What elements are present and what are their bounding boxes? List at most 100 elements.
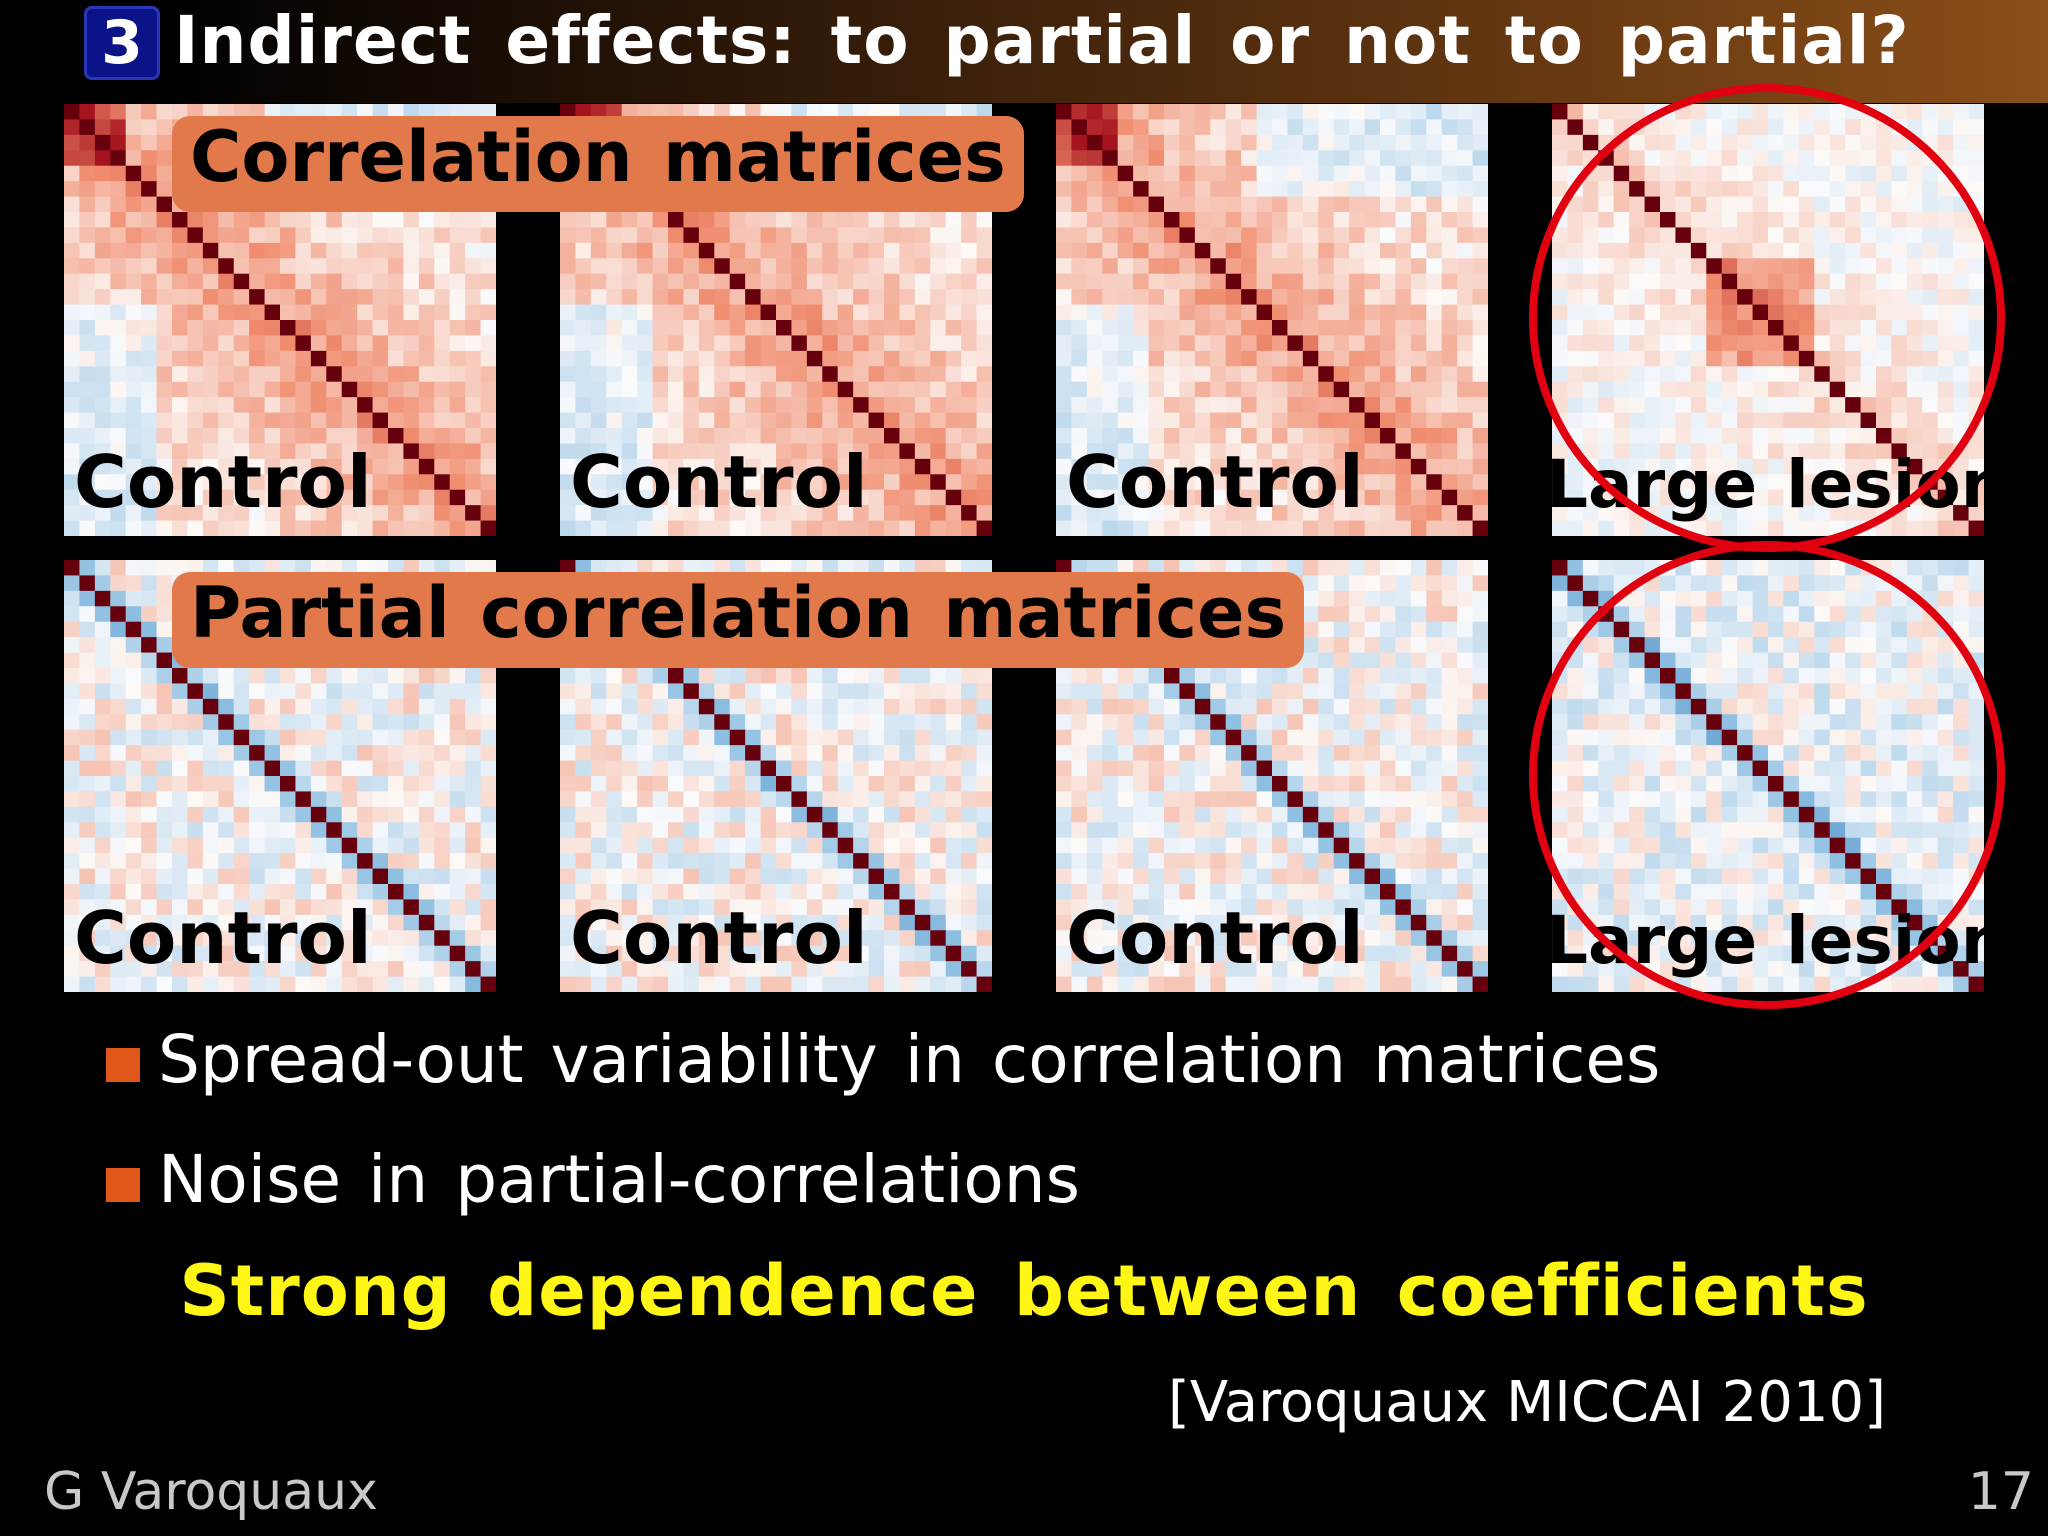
matrix-cell	[976, 760, 992, 777]
matrix-cell	[1798, 381, 1815, 398]
matrix-cell	[945, 760, 962, 777]
matrix-cell	[388, 474, 404, 491]
matrix-cell	[575, 914, 592, 931]
matrix-cell	[172, 397, 188, 414]
matrix-cell	[172, 930, 188, 947]
matrix-cell	[1876, 320, 1892, 336]
matrix-cell	[914, 381, 931, 398]
matrix-cell	[1690, 165, 1707, 182]
matrix-cell	[156, 853, 173, 870]
matrix-cell	[606, 520, 623, 536]
matrix-cell	[914, 914, 931, 931]
matrix-cell	[1102, 505, 1119, 522]
matrix-cell	[930, 273, 947, 290]
matrix-cell	[1056, 489, 1072, 506]
matrix-cell	[1056, 258, 1072, 275]
matrix-cell	[853, 837, 870, 854]
matrix-cell	[1675, 304, 1692, 321]
matrix-cell	[853, 961, 870, 978]
matrix-cell	[606, 837, 623, 854]
matrix-cell	[1953, 397, 1970, 414]
matrix-cell	[341, 258, 358, 275]
matrix-cell	[418, 443, 435, 460]
matrix-cell	[372, 822, 389, 839]
matrix-cell	[233, 668, 250, 684]
matrix-cell	[326, 698, 343, 715]
matrix-cell	[806, 837, 823, 854]
matrix-cell	[560, 350, 576, 367]
matrix-cell	[1302, 458, 1319, 475]
matrix-cell	[1225, 227, 1242, 244]
matrix-cell	[575, 884, 592, 900]
matrix-cell	[1814, 381, 1831, 398]
matrix-cell	[621, 227, 638, 244]
matrix-cell	[280, 853, 296, 870]
matrix-cell	[1287, 320, 1304, 336]
matrix-cell	[1333, 335, 1350, 352]
matrix-cell	[806, 335, 823, 352]
matrix-cell	[79, 320, 96, 336]
matrix-cell	[1598, 397, 1615, 414]
matrix-cell	[341, 914, 358, 931]
matrix-cell	[249, 560, 266, 576]
matrix-cell	[1272, 196, 1288, 213]
matrix-cell	[745, 412, 762, 429]
matrix-cell	[853, 520, 870, 536]
matrix-cell	[295, 806, 312, 823]
matrix-cell	[403, 428, 420, 444]
matrix-cell	[590, 745, 607, 762]
matrix-cell	[388, 428, 404, 444]
matrix-cell	[1552, 381, 1568, 398]
matrix-cell	[310, 914, 327, 931]
matrix-cell	[372, 837, 389, 854]
matrix-cell	[418, 242, 435, 259]
matrix-cell	[1660, 412, 1676, 429]
matrix-cell	[1891, 150, 1908, 167]
matrix-cell	[341, 458, 358, 475]
matrix-cell	[1349, 350, 1366, 367]
matrix-cell	[1164, 150, 1180, 167]
matrix-cell	[560, 745, 576, 762]
matrix-cell	[884, 320, 900, 336]
matrix-cell	[403, 489, 420, 506]
matrix-cell	[899, 335, 916, 352]
matrix-cell	[837, 273, 854, 290]
matrix-cell	[1302, 443, 1319, 460]
matrix-cell	[64, 760, 80, 777]
matrix-cell	[822, 745, 839, 762]
matrix-cell	[110, 776, 127, 792]
matrix-cell	[961, 698, 978, 715]
matrix-cell	[1241, 227, 1258, 244]
matrix-cell	[853, 505, 870, 522]
matrix-cell	[837, 335, 854, 352]
matrix-cell	[1349, 227, 1366, 244]
matrix-cell	[1876, 242, 1892, 259]
matrix-cell	[218, 289, 235, 306]
matrix-cell	[79, 899, 96, 916]
matrix-cell	[1582, 412, 1599, 429]
matrix-cell	[1922, 258, 1939, 275]
matrix-cell	[637, 320, 654, 336]
matrix-cell	[141, 227, 158, 244]
matrix-cell	[1086, 350, 1103, 367]
matrix-cell	[202, 104, 219, 120]
matrix-cell	[668, 289, 684, 306]
matrix-cell	[853, 474, 870, 491]
matrix-cell	[249, 930, 266, 947]
matrix-cell	[480, 397, 496, 414]
matrix-cell	[434, 458, 451, 475]
matrix-cell	[1426, 458, 1443, 475]
matrix-cell	[1598, 335, 1615, 352]
matrix-cell	[1690, 150, 1707, 167]
matrix-cell	[249, 714, 266, 731]
matrix-cell	[853, 914, 870, 931]
matrix-cell	[1660, 165, 1676, 182]
matrix-cell	[1225, 350, 1242, 367]
matrix-cell	[1441, 289, 1458, 306]
matrix-cell	[249, 428, 266, 444]
matrix-cell	[1148, 165, 1165, 182]
matrix-cell	[1071, 458, 1088, 475]
matrix-cell	[1364, 683, 1381, 700]
matrix-cell	[1318, 350, 1335, 367]
matrix-cell	[1441, 428, 1458, 444]
